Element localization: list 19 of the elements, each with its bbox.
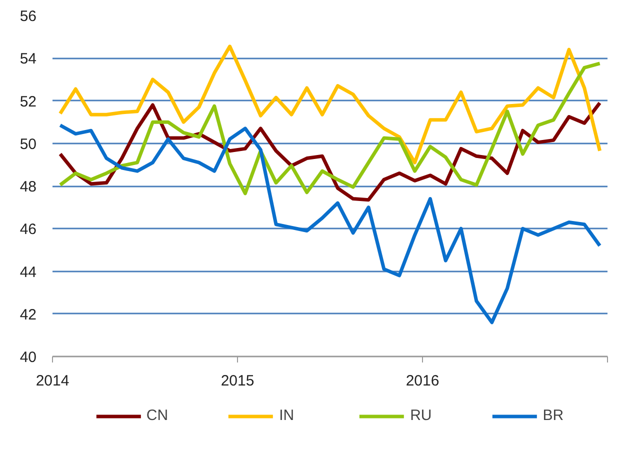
legend-label: BR [542,407,564,424]
x-tick-label: 2015 [220,372,254,390]
y-tick-label: 48 [20,178,37,196]
y-tick-label: 52 [20,93,37,110]
y-tick-label: 40 [20,349,37,366]
y-tick-label: 46 [20,221,37,238]
legend-label: IN [279,407,296,424]
y-tick-label: 44 [20,264,37,281]
legend-label: CN [146,407,168,424]
legend-label: RU [410,407,432,424]
y-tick-label: 42 [20,306,37,324]
y-tick-label: 56 [20,8,37,25]
x-tick-label: 2014 [36,372,70,390]
line-series [58,62,602,196]
y-tick-label: 54 [20,50,37,68]
y-tick-label: 50 [20,136,37,153]
x-tick-label: 2016 [406,372,440,390]
line-series [58,124,602,324]
line-series [58,44,602,164]
